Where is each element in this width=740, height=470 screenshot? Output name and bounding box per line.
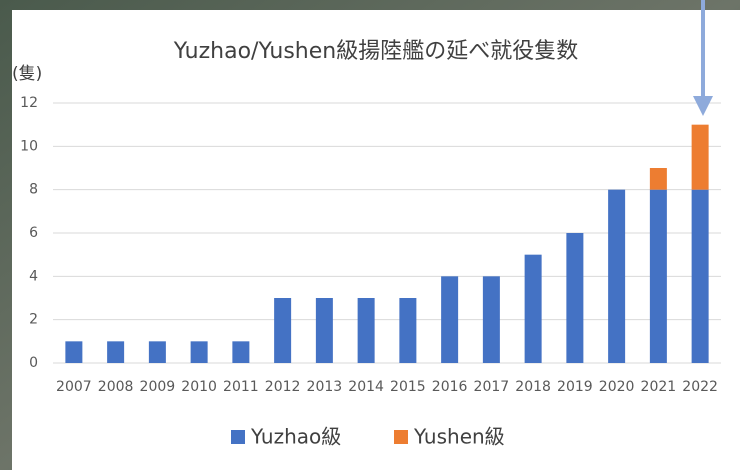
x-tick-label: 2020 [599, 379, 635, 395]
y-tick-label: 6 [29, 225, 38, 241]
bar-segment [65, 341, 82, 363]
bar-segment [399, 298, 416, 363]
x-tick-label: 2021 [641, 379, 677, 395]
x-tick-label: 2009 [140, 379, 176, 395]
bar-segment [692, 125, 709, 190]
x-tick-label: 2019 [557, 379, 593, 395]
y-tick-label: 0 [29, 355, 38, 371]
y-axis-label: (隻) [12, 64, 42, 84]
legend-label: Yuzhao級 [250, 425, 341, 449]
x-tick-label: 2017 [474, 379, 510, 395]
chart: Yuzhao/Yushen級揚陸艦の延べ就役隻数 (隻) 0 2 4 6 8 10 12 20… [0, 0, 740, 470]
bar-segment [274, 298, 291, 363]
x-tick-label: 2015 [390, 379, 426, 395]
legend-swatch [231, 430, 245, 444]
bar-segment [608, 190, 625, 363]
chart-panel [12, 10, 740, 470]
bar-segment [191, 341, 208, 363]
x-tick-label: 2011 [223, 379, 259, 395]
x-tick-label: 2007 [56, 379, 92, 395]
bar-segment [525, 255, 542, 363]
y-tick-label: 2 [29, 312, 38, 328]
bar-segment [483, 276, 500, 363]
bar-segment [650, 190, 667, 363]
bar-segment [316, 298, 333, 363]
y-tick-label: 4 [29, 268, 38, 284]
bar-segment [692, 190, 709, 363]
x-tick-label: 2010 [181, 379, 217, 395]
legend-swatch [394, 430, 408, 444]
y-tick-label: 12 [20, 95, 38, 111]
y-tick-label: 10 [20, 138, 38, 154]
x-tick-label: 2013 [307, 379, 343, 395]
x-tick-label: 2012 [265, 379, 301, 395]
bar-segment [107, 341, 124, 363]
legend-label: Yushen級 [413, 425, 505, 449]
bar-segment [149, 341, 166, 363]
x-tick-label: 2014 [348, 379, 384, 395]
x-tick-label: 2022 [682, 379, 718, 395]
x-tick-label: 2008 [98, 379, 134, 395]
bar-segment [358, 298, 375, 363]
bar-segment [566, 233, 583, 363]
chart-title: Yuzhao/Yushen級揚陸艦の延べ就役隻数 [173, 39, 578, 64]
bar-segment [650, 168, 667, 190]
bar-segment [232, 341, 249, 363]
bar-segment [441, 276, 458, 363]
x-tick-label: 2016 [432, 379, 468, 395]
y-tick-label: 8 [29, 182, 38, 198]
x-tick-label: 2018 [515, 379, 551, 395]
